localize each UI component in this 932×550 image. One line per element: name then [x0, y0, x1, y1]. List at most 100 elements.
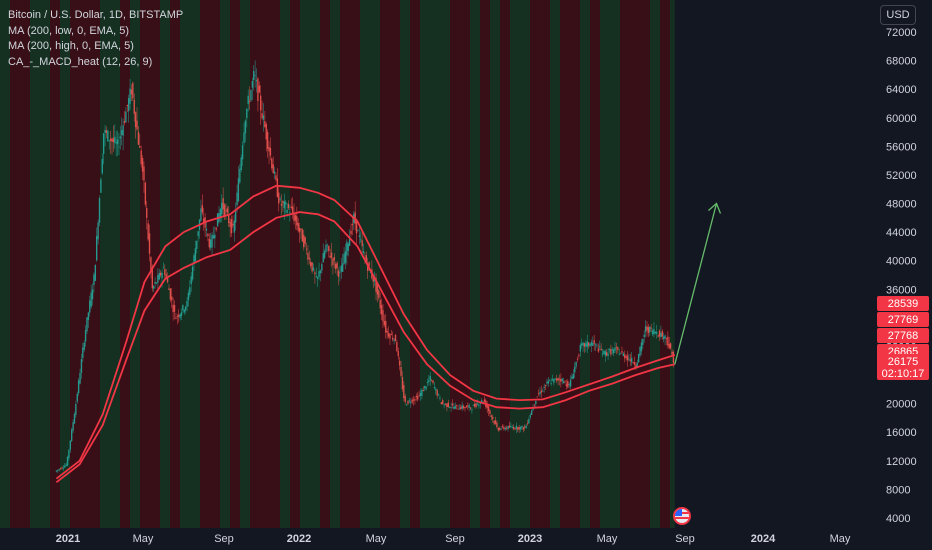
candle — [171, 296, 173, 301]
price-tick-label: 20000 — [886, 399, 917, 411]
candle — [300, 228, 302, 230]
candle — [102, 133, 105, 154]
candle — [585, 343, 587, 347]
candle — [465, 406, 468, 408]
candle — [423, 385, 426, 388]
candle — [500, 428, 502, 430]
heat-band — [80, 0, 90, 528]
candle — [656, 332, 658, 334]
candle — [87, 312, 90, 321]
candle — [179, 314, 181, 318]
indicator-ma-low[interactable]: MA (200, low, 0, EMA, 5) — [8, 24, 130, 37]
candle — [293, 213, 295, 222]
candle — [307, 252, 309, 260]
candle — [518, 427, 520, 430]
candle — [547, 380, 550, 384]
candle — [430, 380, 433, 382]
candle — [193, 255, 195, 264]
chart-legend: Bitcoin / U.S. Dollar, 1D, BITSTAMP MA (… — [8, 8, 183, 70]
candle — [543, 386, 545, 388]
candle — [408, 400, 411, 402]
candle — [469, 407, 472, 409]
candle — [93, 274, 95, 285]
candle — [191, 266, 194, 280]
candle — [378, 290, 380, 298]
candle — [144, 182, 147, 205]
heat-band — [560, 0, 570, 528]
price-tick-label: 48000 — [886, 199, 917, 211]
symbol-title[interactable]: Bitcoin / U.S. Dollar, 1D, BITSTAMP — [8, 9, 184, 21]
price-tick-label: 64000 — [886, 84, 917, 96]
candle — [549, 380, 551, 382]
candle — [83, 342, 85, 350]
candle — [393, 339, 395, 341]
candle — [667, 336, 669, 346]
price-label-box: 27768 — [877, 328, 929, 343]
indicator-ma-high[interactable]: MA (200, high, 0, EMA, 5) — [8, 40, 134, 52]
candle — [389, 334, 391, 339]
candle — [132, 82, 134, 99]
candle — [285, 202, 287, 205]
candle — [653, 329, 655, 335]
candle — [554, 378, 556, 380]
heat-band — [670, 0, 675, 528]
heat-band — [100, 0, 110, 528]
candle — [480, 400, 483, 403]
candle — [240, 157, 242, 170]
candle — [187, 292, 190, 301]
price-tick-label: 56000 — [886, 141, 917, 153]
candle — [637, 354, 640, 363]
candle — [643, 334, 645, 338]
candle — [296, 216, 298, 226]
currency-button[interactable]: USD — [880, 5, 916, 25]
candle — [660, 333, 662, 338]
candle — [435, 388, 437, 391]
candle — [350, 230, 352, 235]
candle — [528, 419, 530, 424]
us-flag-icon[interactable] — [673, 507, 691, 525]
indicator-macd-heat[interactable]: CA_-_MACD_heat (12, 26, 9) — [8, 55, 153, 68]
candle — [524, 426, 526, 428]
price-label-box: 27769 — [877, 312, 929, 327]
candle — [451, 403, 454, 406]
candle — [533, 404, 536, 406]
candle — [468, 404, 470, 408]
candle — [567, 381, 569, 388]
candle — [636, 362, 638, 368]
candle — [672, 351, 675, 363]
price-tick-label: 72000 — [886, 27, 917, 39]
heat-band — [290, 0, 300, 528]
candle — [236, 192, 238, 206]
candle — [603, 350, 605, 354]
candle — [444, 403, 447, 405]
candle — [473, 403, 476, 407]
candle — [335, 263, 337, 270]
candle — [280, 203, 283, 206]
candle — [76, 393, 78, 402]
projection-arrow-line[interactable] — [674, 203, 718, 365]
candle — [189, 287, 191, 295]
candle — [542, 390, 544, 392]
candle — [597, 348, 600, 352]
candle — [661, 331, 663, 337]
price-tick-label: 40000 — [886, 256, 917, 268]
candle — [517, 427, 519, 430]
heat-band — [620, 0, 630, 528]
time-tick-label: May — [830, 533, 851, 545]
candle — [201, 205, 204, 213]
candle — [490, 415, 493, 417]
candle — [152, 286, 155, 289]
candle — [604, 351, 607, 356]
candle — [261, 113, 263, 119]
candle — [565, 384, 568, 387]
candle — [125, 111, 127, 123]
candle — [255, 80, 258, 82]
candle — [197, 231, 199, 237]
heat-band — [240, 0, 250, 528]
candle — [403, 385, 405, 399]
candle — [489, 410, 491, 414]
candle — [139, 145, 141, 148]
candle — [621, 351, 623, 353]
candle — [264, 121, 266, 127]
